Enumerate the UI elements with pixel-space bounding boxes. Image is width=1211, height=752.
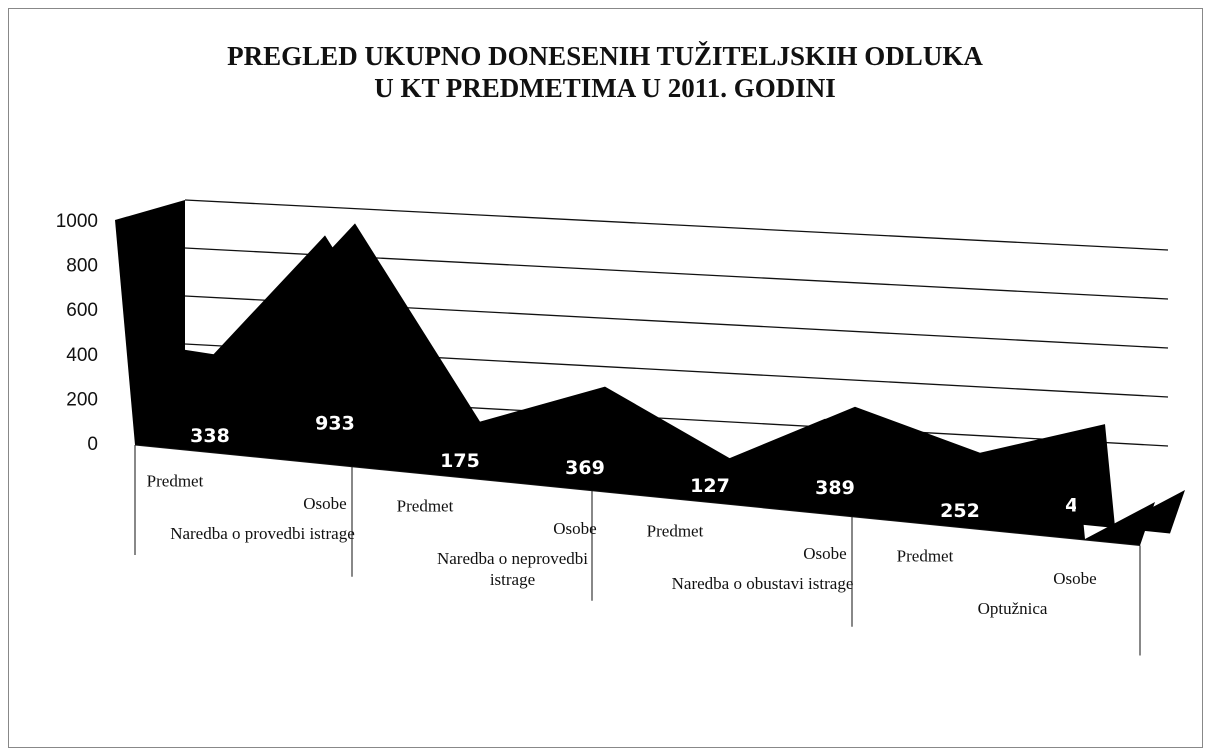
chart-title: PREGLED UKUPNO DONESENIH TUŽITELJSKIH OD… bbox=[227, 41, 983, 103]
x-tick-label: Predmet bbox=[897, 547, 954, 566]
y-tick-label: 800 bbox=[66, 256, 98, 277]
y-tick-label: 400 bbox=[66, 345, 98, 366]
data-label: 389 bbox=[815, 477, 855, 499]
area bbox=[135, 235, 1155, 546]
x-tick-label: Predmet bbox=[647, 522, 704, 541]
y-tick-label: 1000 bbox=[56, 211, 98, 232]
group-label: Naredba o neprovedbi istrage bbox=[436, 548, 589, 589]
group-label: Naredba o obustavi istrage bbox=[671, 573, 854, 593]
x-tick-label: Predmet bbox=[147, 472, 204, 491]
y-tick-label: 600 bbox=[66, 300, 98, 321]
data-label: 933 bbox=[315, 413, 355, 435]
data-labels: 338 933 175 369 127 389 252 420 bbox=[190, 413, 1105, 523]
data-label: 127 bbox=[690, 475, 730, 497]
y-tick-label: 0 bbox=[87, 434, 98, 455]
y-tick-label: 200 bbox=[66, 389, 98, 410]
grid-line bbox=[184, 199, 1169, 251]
x-tick-label: Osobe bbox=[803, 544, 846, 563]
group-label: Optužnica bbox=[977, 598, 1048, 618]
data-label: 420 bbox=[1065, 495, 1105, 517]
chart-frame bbox=[8, 8, 1203, 748]
data-label: 338 bbox=[190, 425, 230, 447]
data-label: 369 bbox=[565, 457, 605, 479]
data-label: 252 bbox=[940, 500, 980, 522]
x-tick-label: Osobe bbox=[1053, 569, 1096, 588]
x-axis bbox=[134, 444, 1141, 546]
x-tick-label: Osobe bbox=[553, 519, 596, 538]
x-tick-label: Osobe bbox=[303, 494, 346, 513]
x-tick-label: Predmet bbox=[397, 497, 454, 516]
data-label: 175 bbox=[440, 450, 480, 472]
group-label: Naredba o provedbi istrage bbox=[170, 523, 355, 543]
